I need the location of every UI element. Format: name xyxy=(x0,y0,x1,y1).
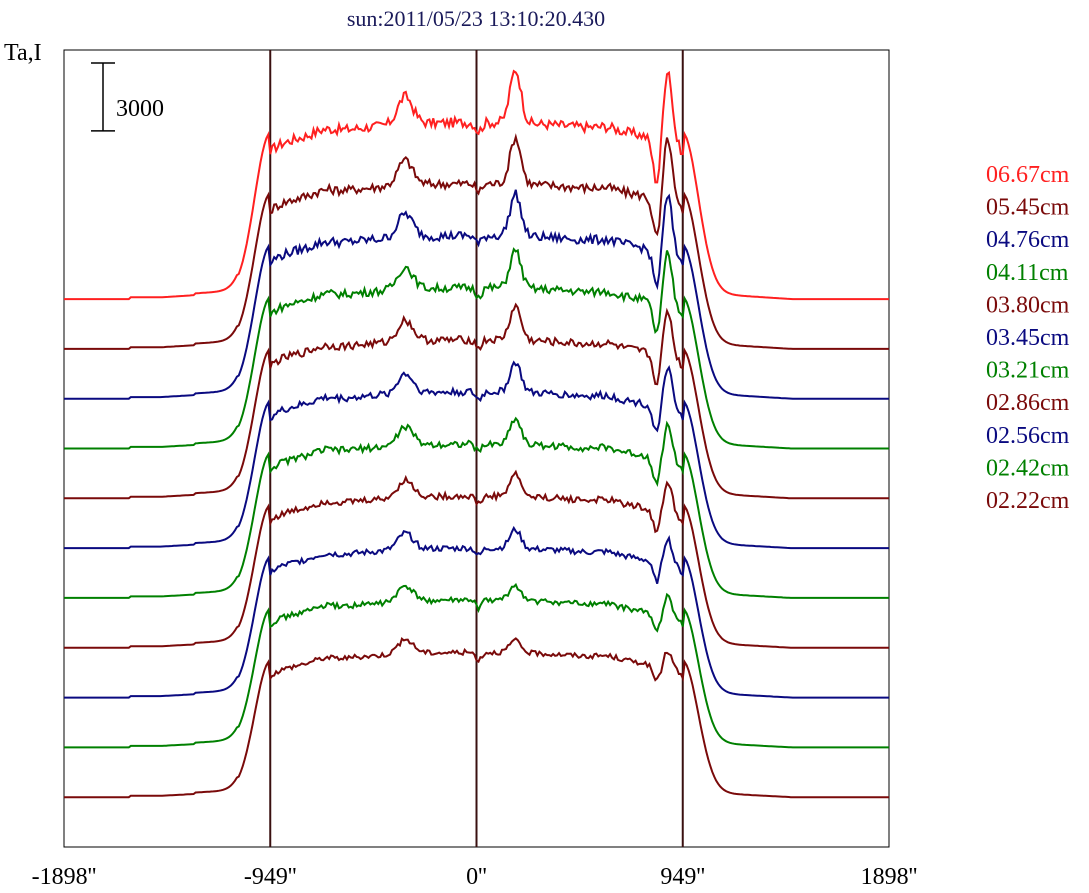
x-tick-label: 1898'' xyxy=(861,864,918,890)
series-line-02.86cm xyxy=(64,469,889,649)
legend-entry: 02.86cm xyxy=(986,390,1070,416)
x-axis-ticks: -1898'' -949'' 0'' 949'' 1898'' xyxy=(32,864,918,890)
series-line-04.76cm xyxy=(64,189,889,400)
legend-entry: 04.76cm xyxy=(986,227,1070,253)
series-line-03.45cm xyxy=(64,360,889,550)
x-tick-label: -949'' xyxy=(244,864,297,890)
x-tick-label: 0'' xyxy=(466,864,487,890)
series-line-05.45cm xyxy=(64,133,889,350)
series-line-02.42cm xyxy=(64,582,889,749)
legend-entry: 02.42cm xyxy=(986,455,1070,481)
series-line-03.80cm xyxy=(64,302,889,500)
legend-entry: 06.67cm xyxy=(986,162,1070,188)
legend: 06.67cm 05.45cm 04.76cm 04.11cm 03.80cm 03.45… xyxy=(986,162,1070,514)
legend-entry: 05.45cm xyxy=(986,195,1070,221)
x-tick-label: 949'' xyxy=(660,864,705,890)
x-tick-label: -1898'' xyxy=(32,864,97,890)
legend-entry: 02.22cm xyxy=(986,488,1070,514)
y-axis-label: Ta,I xyxy=(4,40,42,66)
series-lines xyxy=(64,69,889,799)
legend-entry: 02.56cm xyxy=(986,423,1070,449)
series-line-02.56cm xyxy=(64,525,889,699)
series-line-04.11cm xyxy=(64,247,889,450)
legend-entry: 03.80cm xyxy=(986,292,1070,318)
series-line-06.67cm xyxy=(64,69,889,301)
legend-entry: 04.11cm xyxy=(986,260,1069,286)
scale-bar xyxy=(91,62,115,132)
series-line-02.22cm xyxy=(64,637,889,799)
series-line-03.21cm xyxy=(64,416,889,599)
scale-bar-label: 3000 xyxy=(116,96,164,122)
legend-entry: 03.45cm xyxy=(986,325,1070,351)
legend-entry: 03.21cm xyxy=(986,358,1070,384)
chart-title: sun:2011/05/23 13:10:20.430 xyxy=(347,6,605,31)
